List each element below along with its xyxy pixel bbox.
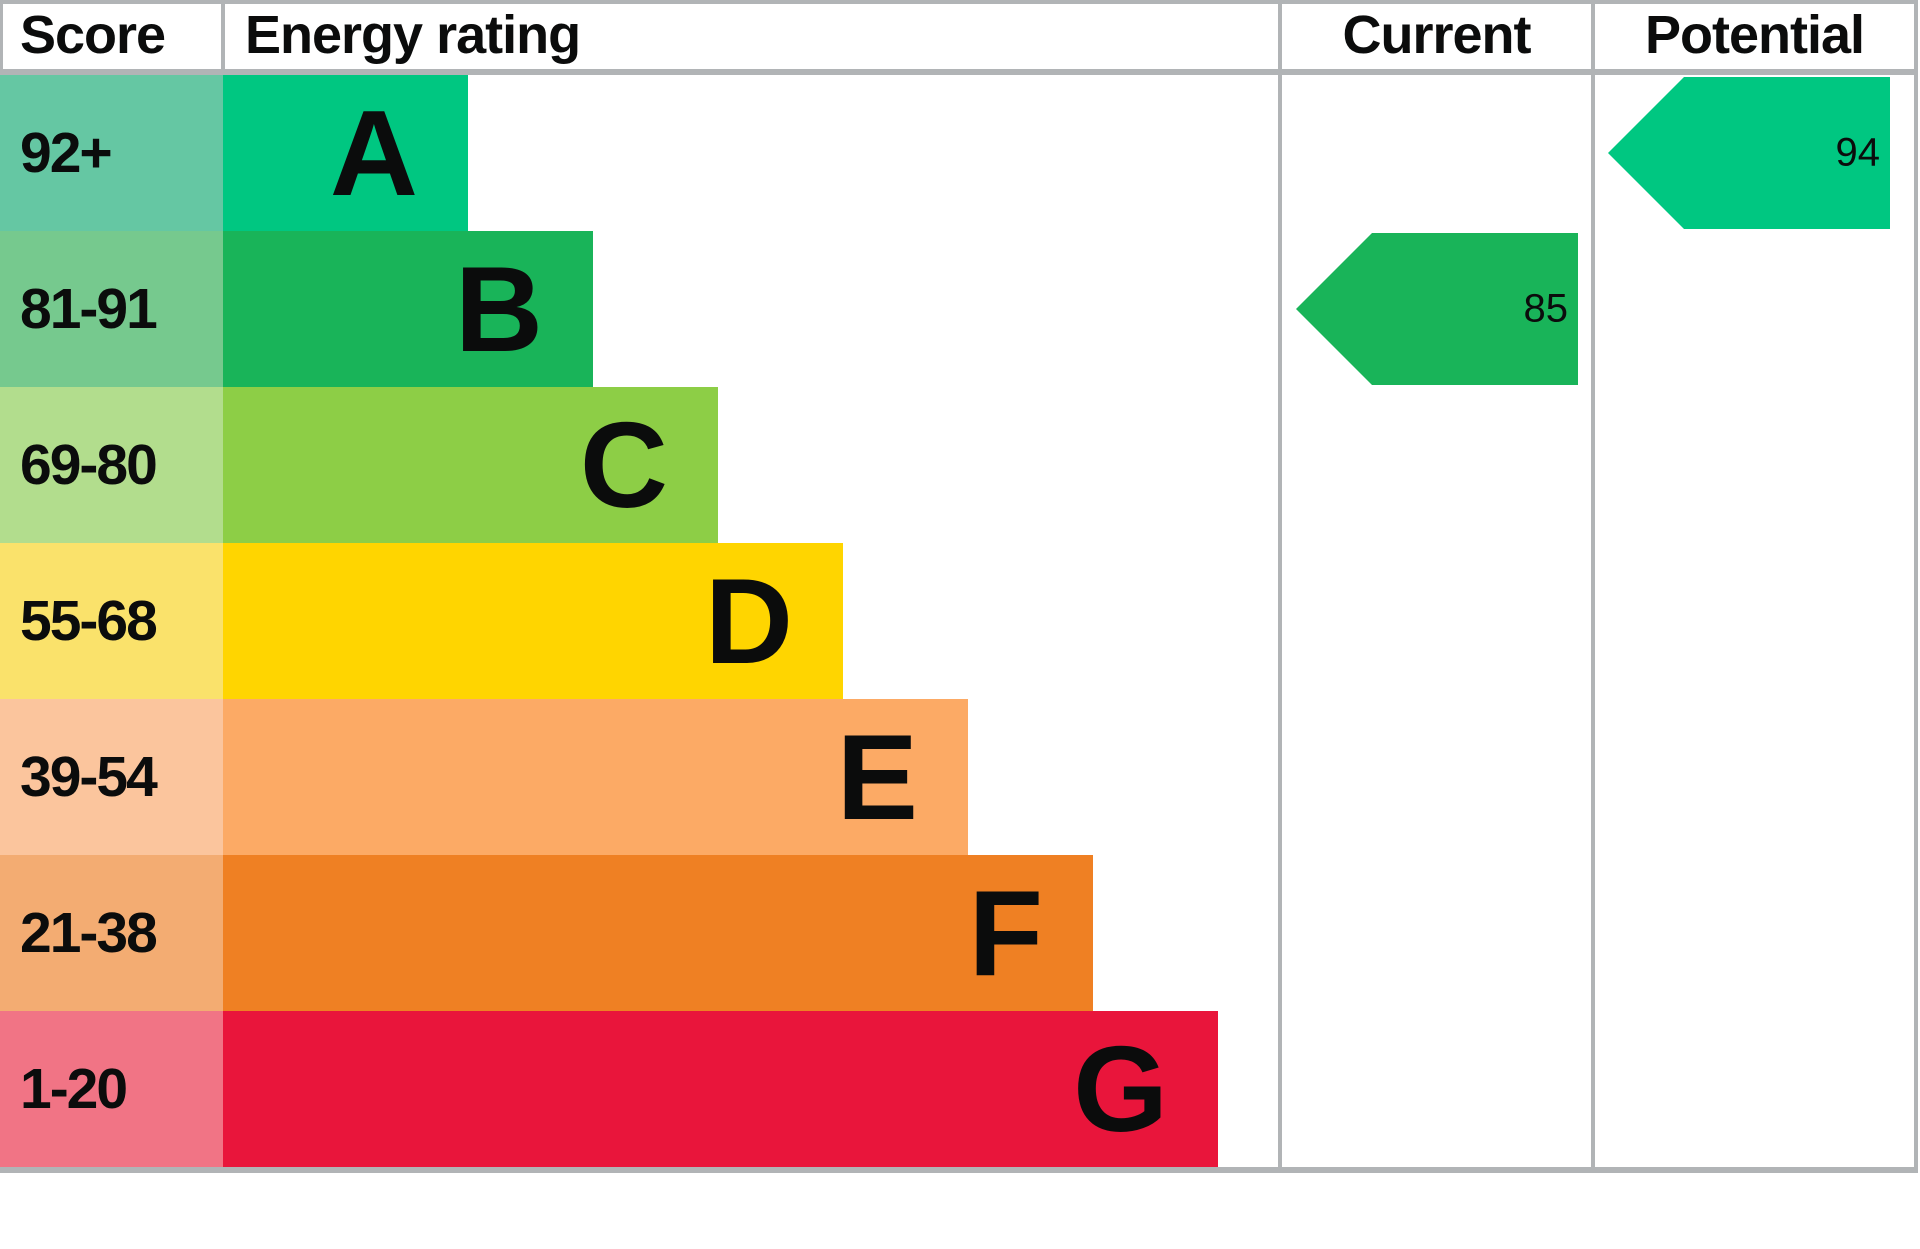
energy-band-row: 55-68 D: [0, 543, 1280, 699]
score-column-divider: [221, 0, 225, 75]
band-score-label: 55-68: [20, 589, 158, 653]
band-letter: B: [454, 241, 543, 377]
energy-band-row: 81-91 B: [0, 231, 1280, 387]
band-score-cell: 92+: [0, 75, 223, 231]
energy-band-row: 69-80 C: [0, 387, 1280, 543]
top-border-line: [0, 0, 1918, 4]
band-score-cell: 1-20: [0, 1011, 223, 1167]
chart-bottom-line: [0, 1167, 1918, 1173]
potential-column-divider: [1591, 0, 1595, 1173]
band-score-cell: 21-38: [0, 855, 223, 1011]
current-rating-value: 85: [1523, 286, 1569, 331]
potential-rating-arrow: 94: [1608, 77, 1890, 229]
current-rating-arrow: 85: [1296, 233, 1578, 385]
energy-band-row: 1-20 G: [0, 1011, 1280, 1167]
band-score-label: 1-20: [20, 1057, 128, 1121]
band-score-label: 39-54: [20, 745, 158, 809]
potential-column-header: Potential: [1595, 0, 1914, 69]
potential-rating-value: 94: [1835, 130, 1881, 175]
band-score-label: 92+: [20, 121, 113, 185]
band-letter: F: [968, 865, 1043, 1001]
band-letter: G: [1073, 1021, 1168, 1157]
band-score-cell: 69-80: [0, 387, 223, 543]
energy-band-row: 92+ A: [0, 75, 1280, 231]
score-column-header: Score: [0, 0, 221, 69]
current-header-label: Current: [1342, 4, 1531, 65]
current-column-header: Current: [1282, 0, 1591, 69]
band-bar: D: [223, 543, 843, 699]
current-column-divider: [1278, 0, 1282, 1173]
band-bar: F: [223, 855, 1093, 1011]
band-letter: E: [836, 709, 918, 845]
band-bar: A: [223, 75, 468, 231]
band-score-label: 81-91: [20, 277, 158, 341]
energy-band-row: 39-54 E: [0, 699, 1280, 855]
band-letter: C: [579, 397, 668, 533]
band-score-label: 21-38: [20, 901, 158, 965]
band-bar: G: [223, 1011, 1218, 1167]
potential-header-label: Potential: [1644, 4, 1865, 65]
band-score-cell: 55-68: [0, 543, 223, 699]
band-score-cell: 81-91: [0, 231, 223, 387]
band-letter: A: [329, 85, 418, 221]
band-score-label: 69-80: [20, 433, 158, 497]
band-letter: D: [704, 553, 793, 689]
header-left-line: [0, 0, 3, 75]
energy-band-row: 21-38 F: [0, 855, 1280, 1011]
band-bar: E: [223, 699, 968, 855]
band-score-cell: 39-54: [0, 699, 223, 855]
left-arrow-icon: [1296, 233, 1578, 385]
energy-rating-column-header: Energy rating: [225, 0, 1278, 69]
header-bottom-line: [0, 69, 1918, 75]
right-border-line: [1914, 0, 1918, 1173]
left-arrow-icon: [1608, 77, 1890, 229]
band-bar: B: [223, 231, 593, 387]
score-header-label: Score: [20, 4, 166, 65]
energy-rating-header-label: Energy rating: [245, 4, 581, 65]
band-bar: C: [223, 387, 718, 543]
